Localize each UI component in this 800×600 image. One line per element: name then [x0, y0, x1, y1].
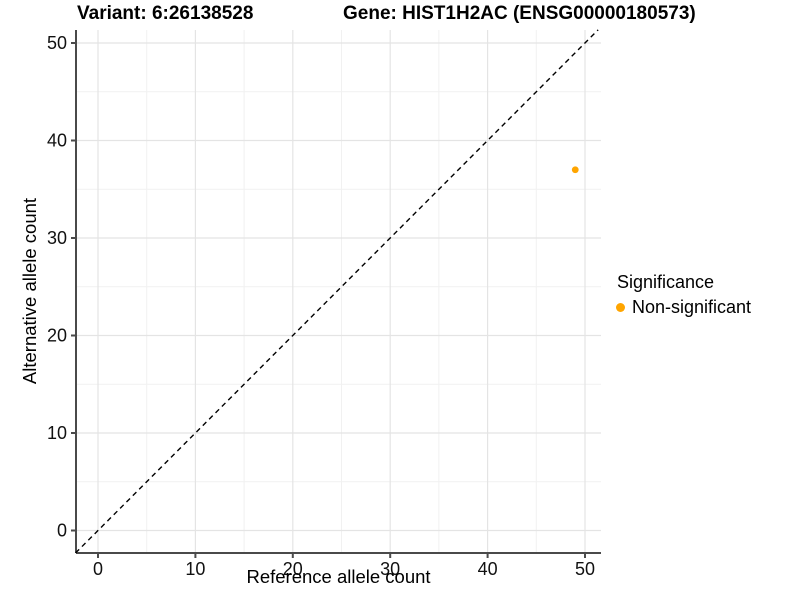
y-tick-label: 10 — [47, 423, 67, 443]
y-tick-label: 0 — [57, 521, 67, 541]
legend-item: Non-significant — [616, 297, 751, 318]
legend-item-label: Non-significant — [632, 297, 752, 317]
x-tick-label: 0 — [93, 559, 103, 579]
y-axis-title: Alternative allele count — [19, 197, 40, 385]
plot-title-variant: Variant: 6:26138528 — [77, 3, 254, 24]
x-tick-label: 40 — [478, 559, 498, 579]
x-axis-title: Reference allele count — [246, 566, 431, 587]
data-point — [571, 166, 579, 174]
legend-title: Significance — [617, 272, 715, 292]
x-tick-label: 50 — [575, 559, 595, 579]
identity-dashed-line — [75, 29, 599, 554]
legend: Significance Non-significant — [616, 272, 751, 318]
y-tick-label: 30 — [47, 228, 67, 248]
x-tick-label: 30 — [380, 559, 400, 579]
plot-title-gene: Gene: HIST1H2AC (ENSG00000180573) — [343, 3, 696, 24]
x-tick-label: 20 — [283, 559, 303, 579]
y-tick-label: 50 — [47, 33, 67, 53]
y-tick-label: 20 — [47, 326, 67, 346]
x-tick-label: 10 — [185, 559, 205, 579]
y-tick-label: 40 — [47, 131, 67, 151]
legend-point-icon — [616, 303, 625, 312]
